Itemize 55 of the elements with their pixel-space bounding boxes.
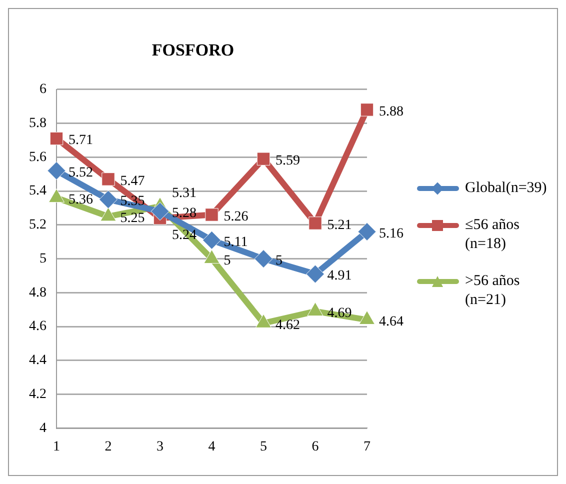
x-tick-label: 2 <box>104 439 112 454</box>
x-tick-label: 7 <box>364 439 370 454</box>
data-label: 5 <box>224 253 231 268</box>
data-label: 4.91 <box>327 268 352 284</box>
data-label: 5.11 <box>224 234 248 250</box>
y-tick-label: 4.6 <box>29 319 46 334</box>
data-label: 5.52 <box>68 165 93 180</box>
point <box>202 230 221 250</box>
point <box>204 250 220 264</box>
data-label: 5.59 <box>276 154 300 169</box>
data-label: 5.25 <box>120 211 145 226</box>
y-tick-label: 5.2 <box>29 218 46 233</box>
y-tick-label: 5 <box>40 251 46 266</box>
point <box>102 172 115 186</box>
x-tick-label: 6 <box>312 439 319 454</box>
point <box>50 132 64 146</box>
y-tick-label: 5.8 <box>29 116 46 131</box>
data-label: 5.26 <box>224 209 248 224</box>
data-label: 5.36 <box>68 192 93 208</box>
data-label: 5.88 <box>379 104 404 120</box>
point <box>99 190 118 209</box>
chart-title: FOSFORO <box>152 40 234 60</box>
point <box>358 310 376 325</box>
data-label: 5.16 <box>379 226 404 242</box>
y-tick-label: 4.2 <box>29 386 46 402</box>
data-label: 4.62 <box>276 318 300 333</box>
point <box>254 250 273 268</box>
y-tick-label: 4 <box>40 420 46 436</box>
y-tick-label: 4.8 <box>29 285 46 300</box>
point <box>205 208 218 222</box>
y-tick-label: 5.6 <box>29 150 46 165</box>
data-label: 5.21 <box>327 218 352 233</box>
point <box>360 103 374 116</box>
point <box>150 202 170 221</box>
data-label: 5.71 <box>68 133 93 148</box>
x-tick-label: 4 <box>208 439 216 454</box>
data-label: 5.31 <box>172 186 196 201</box>
y-tick-label: 5.4 <box>29 184 46 199</box>
point <box>256 152 270 166</box>
point <box>47 161 66 180</box>
x-tick-label: 3 <box>156 439 164 454</box>
data-label: 4.64 <box>379 314 404 330</box>
point <box>308 216 322 230</box>
legend-label: ≤56 años (n=18) <box>465 216 520 254</box>
point <box>358 222 376 241</box>
x-tick-label: 5 <box>260 439 267 454</box>
legend-label: Global(n=39) <box>465 179 547 198</box>
data-label: 5.47 <box>120 174 145 189</box>
point <box>255 314 272 328</box>
legend-label: >56 años (n=21) <box>465 272 521 310</box>
point <box>306 264 324 284</box>
x-tick-label: 1 <box>53 439 60 454</box>
point <box>307 302 324 316</box>
y-tick-label: 4.4 <box>29 353 46 368</box>
y-tick-label: 6 <box>40 82 46 98</box>
